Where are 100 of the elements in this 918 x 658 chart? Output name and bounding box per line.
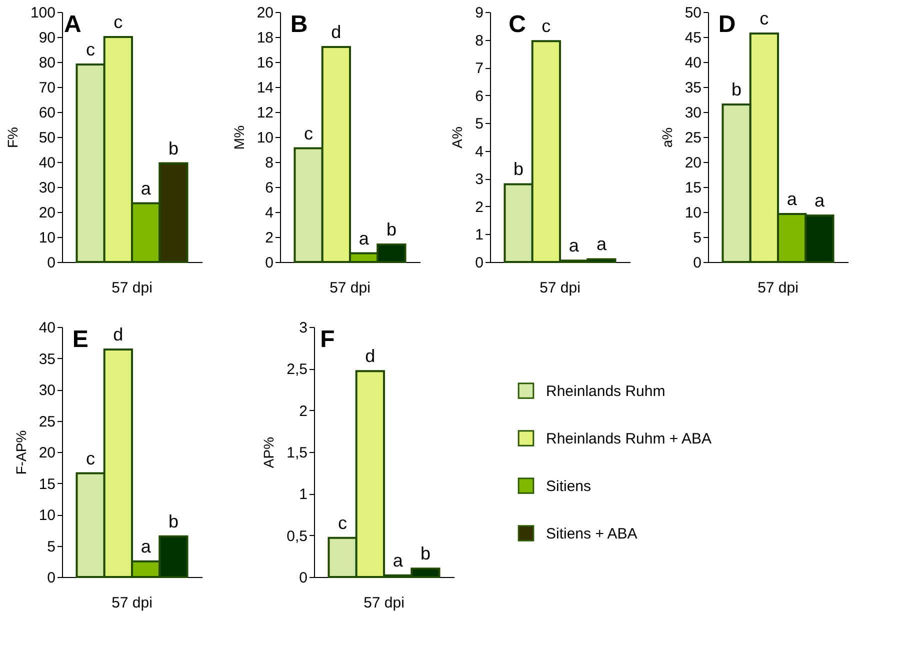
legend-label: Rheinlands Ruhm + ABA xyxy=(546,430,712,448)
y-tick-label: 0,5 xyxy=(286,528,308,545)
y-tick-label: 30 xyxy=(684,104,702,122)
x-tick-label: 57 dpi xyxy=(112,594,152,612)
y-tick-label: 35 xyxy=(38,350,56,368)
y-tick-label: 2 xyxy=(475,198,484,216)
data-label: c xyxy=(114,12,123,32)
y-tick-label: 10 xyxy=(256,130,274,146)
y-tick-label: 50 xyxy=(38,130,56,146)
data-label: d xyxy=(331,22,342,42)
y-tick-label: 0 xyxy=(299,570,308,586)
y-tick-label: 20 xyxy=(256,4,274,22)
y-tick-label: 0 xyxy=(475,254,484,272)
y-tick-label: 40 xyxy=(38,320,56,336)
data-label: b xyxy=(420,544,430,564)
data-label: b xyxy=(386,220,396,240)
y-tick-label: 2,5 xyxy=(286,361,308,378)
y-tick-label: 1 xyxy=(299,486,308,504)
chart-title: D xyxy=(718,11,736,38)
y-tick-label: 0 xyxy=(47,570,56,586)
y-tick-label: 16 xyxy=(256,54,274,72)
y-tick-label: 2 xyxy=(265,230,274,246)
y-tick-label: 9 xyxy=(475,4,484,22)
y-axis-title: AP% xyxy=(260,436,277,468)
y-tick-label: 15 xyxy=(684,180,702,196)
legend-label: Sitiens + ABA xyxy=(546,525,638,542)
y-tick-label: 70 xyxy=(38,80,56,96)
y-tick-label: 3 xyxy=(299,320,308,336)
y-axis-title: F-AP% xyxy=(12,430,29,475)
y-tick-label: 25 xyxy=(38,413,56,430)
y-tick-label: 0 xyxy=(47,254,56,272)
y-tick-label: 8 xyxy=(475,32,484,50)
y-tick-label: 1 xyxy=(475,226,484,244)
y-tick-label: 100 xyxy=(30,4,56,22)
y-tick-label: 40 xyxy=(684,54,702,72)
y-tick-label: 7 xyxy=(475,60,484,78)
y-tick-label: 8 xyxy=(265,154,274,172)
y-tick-label: 2 xyxy=(299,402,308,420)
y-tick-label: 90 xyxy=(38,30,56,46)
y-tick-label: 10 xyxy=(38,230,56,246)
data-label: a xyxy=(814,190,826,210)
y-tick-label: 1,5 xyxy=(286,444,308,462)
x-tick-label: 57 dpi xyxy=(112,280,152,296)
x-tick-label: 57 dpi xyxy=(330,280,370,296)
legend-label: Rheinlands Ruhm xyxy=(546,382,666,400)
data-label: b xyxy=(168,138,178,158)
data-label: a xyxy=(786,189,798,209)
data-label: a xyxy=(358,228,370,248)
chart-title: B xyxy=(290,11,308,38)
chart-title: A xyxy=(64,11,82,38)
y-tick-label: 80 xyxy=(38,54,56,72)
y-tick-label: 30 xyxy=(38,180,56,196)
y-tick-label: 15 xyxy=(38,476,56,493)
x-tick-label: 57 dpi xyxy=(540,280,580,296)
x-tick-label: 57 dpi xyxy=(758,280,798,296)
y-tick-label: 35 xyxy=(684,80,702,96)
y-tick-label: 20 xyxy=(684,154,702,172)
y-tick-label: 60 xyxy=(38,104,56,122)
chart-title: E xyxy=(72,326,88,353)
y-tick-label: 12 xyxy=(256,104,274,122)
data-label: b xyxy=(168,511,178,532)
data-label: a xyxy=(392,550,404,570)
y-tick-label: 3 xyxy=(475,171,484,188)
data-label: c xyxy=(86,40,96,60)
chart-title: C xyxy=(508,11,526,38)
legend-label: Sitiens xyxy=(546,478,592,495)
y-axis-title: F% xyxy=(4,127,20,148)
y-tick-label: 20 xyxy=(38,444,56,462)
data-label: d xyxy=(365,346,376,366)
data-label: c xyxy=(760,8,769,28)
y-tick-label: 25 xyxy=(684,130,702,146)
y-tick-label: 5 xyxy=(693,230,702,246)
y-axis-title: A% xyxy=(449,126,466,148)
y-tick-label: 50 xyxy=(684,4,702,22)
y-tick-label: 0 xyxy=(265,254,274,272)
chart-title: F xyxy=(320,326,335,353)
y-tick-label: 18 xyxy=(256,30,274,46)
y-tick-label: 10 xyxy=(684,204,702,222)
data-label: c xyxy=(338,512,348,533)
y-tick-label: 6 xyxy=(265,180,274,196)
data-label: d xyxy=(113,324,124,344)
y-tick-label: 0 xyxy=(693,254,702,272)
y-axis-title: a% xyxy=(658,127,675,148)
y-tick-label: 10 xyxy=(38,507,56,524)
data-label: c xyxy=(86,448,96,468)
data-label: b xyxy=(732,80,742,100)
y-tick-label: 5 xyxy=(475,116,484,133)
y-axis-title: M% xyxy=(230,125,247,150)
x-tick-label: 57 dpi xyxy=(364,594,404,612)
y-tick-label: 4 xyxy=(265,204,274,222)
y-tick-label: 40 xyxy=(38,154,56,172)
y-tick-label: 14 xyxy=(256,80,274,96)
y-tick-label: 45 xyxy=(684,30,702,46)
data-label: c xyxy=(304,123,314,144)
y-tick-label: 30 xyxy=(38,382,56,399)
data-label: a xyxy=(568,236,580,256)
y-tick-label: 20 xyxy=(38,204,56,222)
y-tick-label: 4 xyxy=(475,143,484,160)
y-tick-label: 6 xyxy=(475,88,484,105)
data-label: b xyxy=(514,159,524,180)
